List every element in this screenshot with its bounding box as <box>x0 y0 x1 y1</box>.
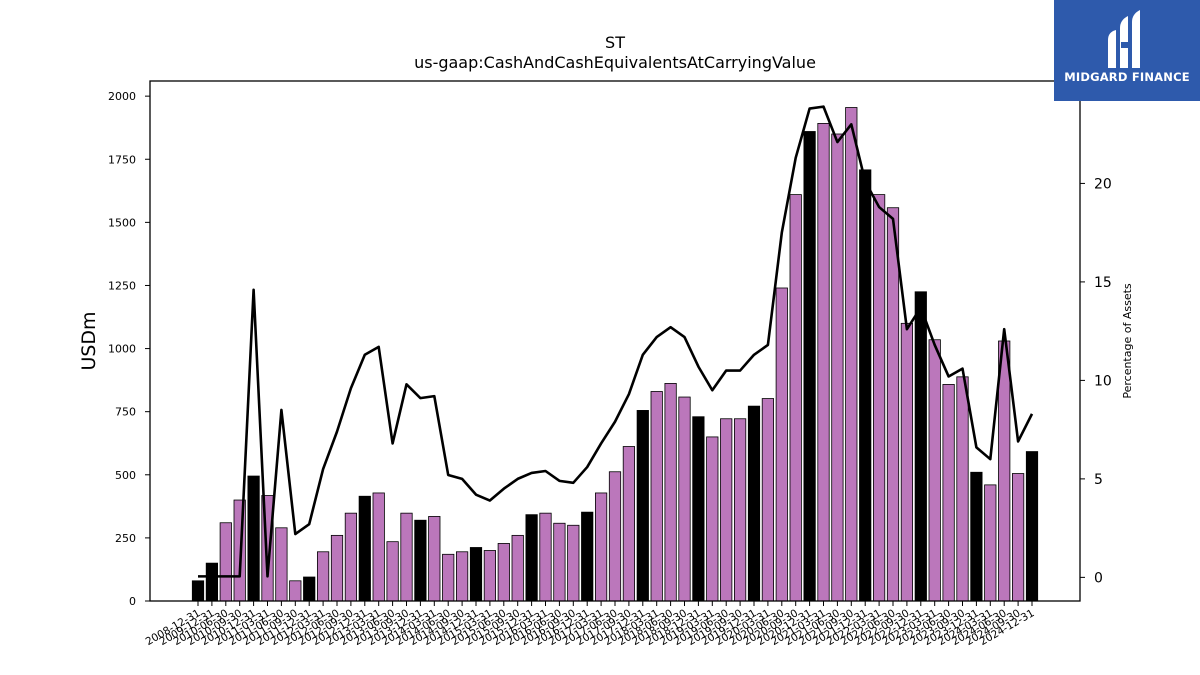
bar-2011-06-30 <box>275 527 288 602</box>
bar-2019-03-31 <box>706 436 719 602</box>
bar-2024-06-30 <box>998 340 1011 602</box>
bar-2022-06-30 <box>886 207 900 602</box>
bar-2021-06-30 <box>831 133 844 602</box>
bar-2017-06-30 <box>608 471 622 602</box>
bar-2013-03-31 <box>372 492 385 602</box>
bar-2012-12-31 <box>358 495 371 602</box>
logo-text: MIDGARD FINANCE <box>1064 70 1190 84</box>
bar-2024-12-31 <box>1025 451 1039 602</box>
bar-2020-12-31 <box>803 131 816 602</box>
y-tick-label-1250: 1250 <box>108 279 136 292</box>
y-right-tick-label-20: 20 <box>1094 176 1112 192</box>
y-tick-label-500: 500 <box>115 469 136 482</box>
bar-2022-09-30 <box>900 322 914 602</box>
logo-mark-icon <box>1108 10 1140 68</box>
bar-2022-03-31 <box>873 194 886 602</box>
bar-2024-03-31 <box>984 484 997 602</box>
plot-frame <box>149 80 1081 602</box>
brand-logo: MIDGARD FINANCE <box>1054 0 1200 101</box>
y-axis-label: USDm <box>78 311 100 370</box>
bar-2008-12-31 <box>191 580 205 602</box>
bar-2024-09-30 <box>1012 473 1025 602</box>
chart-title: ST <box>605 33 625 52</box>
bar-2015-12-31 <box>525 514 538 602</box>
bar-2018-03-31 <box>650 391 663 602</box>
bar-2017-12-31 <box>636 410 649 602</box>
bar-2015-06-30 <box>497 543 510 602</box>
percentage-line <box>198 105 1034 578</box>
bar-2020-03-31 <box>761 398 775 602</box>
bar-2021-12-31 <box>859 169 872 602</box>
chart-subtitle: us-gaap:CashAndCashEquivalentsAtCarrying… <box>414 53 816 72</box>
bar-2022-12-31 <box>914 291 927 602</box>
left-axis: 0 250 500 750 1000 1250 1500 1750 2000 <box>108 90 150 608</box>
bar-2023-12-31 <box>970 471 983 602</box>
bar-2021-09-30 <box>845 107 858 602</box>
bar-2019-12-31 <box>747 405 761 602</box>
bar-2011-09-30 <box>289 580 302 602</box>
bar-2020-06-30 <box>775 287 788 602</box>
y-tick-label-250: 250 <box>115 532 136 545</box>
bar-2020-09-30 <box>789 194 802 602</box>
bar-2016-03-31 <box>539 512 552 602</box>
bar-2016-09-30 <box>567 524 580 602</box>
bar-2012-03-31 <box>316 551 330 602</box>
y-axis-right-label: Percentage of Assets <box>1121 283 1134 399</box>
bar-2014-06-30 <box>442 553 455 602</box>
bar-2018-06-30 <box>664 383 677 602</box>
bar-2014-12-31 <box>469 547 483 602</box>
y-tick-label-1000: 1000 <box>108 343 136 356</box>
bar-2019-09-30 <box>734 418 747 602</box>
bar-2018-09-30 <box>678 396 691 602</box>
bar-2017-03-31 <box>595 492 608 602</box>
y-right-tick-label-15: 15 <box>1094 275 1112 291</box>
bar-2023-03-31 <box>928 339 941 602</box>
bar-2015-09-30 <box>511 534 524 602</box>
bar-series <box>191 107 1039 602</box>
y-tick-label-1750: 1750 <box>108 153 136 166</box>
bar-2009-12-31 <box>205 562 218 602</box>
bar-2023-09-30 <box>956 376 969 602</box>
bar-2016-06-30 <box>553 522 566 602</box>
bar-2019-06-30 <box>720 418 733 602</box>
line-series <box>198 105 1034 578</box>
bar-2010-06-30 <box>219 522 232 602</box>
bar-2018-12-31 <box>692 416 705 602</box>
bar-2017-09-30 <box>622 446 636 602</box>
bar-2014-03-31 <box>428 516 441 602</box>
bar-2014-09-30 <box>455 551 469 602</box>
y-right-tick-label-10: 10 <box>1094 373 1112 389</box>
y-tick-label-1500: 1500 <box>108 216 136 229</box>
right-axis: 0 5 10 15 20 <box>1080 176 1112 586</box>
bar-2011-12-31 <box>303 576 316 602</box>
y-tick-label-0: 0 <box>129 595 136 608</box>
bar-2013-06-30 <box>386 541 399 602</box>
y-right-tick-label-5: 5 <box>1094 472 1103 488</box>
bar-2012-09-30 <box>344 512 358 602</box>
bar-2023-06-30 <box>942 384 955 602</box>
bar-2013-12-31 <box>414 519 427 602</box>
bar-2013-09-30 <box>400 512 413 602</box>
y-tick-label-2000: 2000 <box>108 90 136 103</box>
bar-2010-12-31 <box>247 475 260 602</box>
y-right-tick-label-0: 0 <box>1094 570 1103 586</box>
y-tick-label-750: 750 <box>115 406 136 419</box>
bar-2016-12-31 <box>581 511 594 602</box>
bar-2021-03-31 <box>817 123 830 602</box>
x-axis: 2008-12-312009-12-312010-06-302010-09-30… <box>144 601 1037 648</box>
bar-2012-06-30 <box>330 534 344 602</box>
bar-2015-03-31 <box>483 550 497 602</box>
